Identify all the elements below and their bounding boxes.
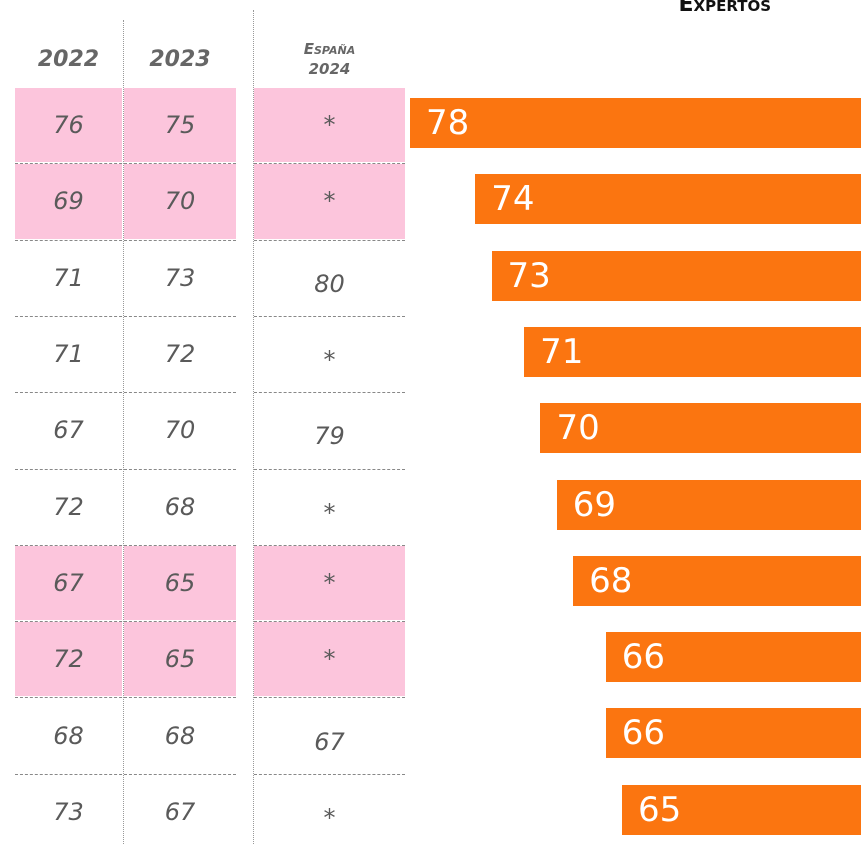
table-cell: * [254, 622, 405, 697]
table-cell: 68 [164, 492, 196, 521]
row-separator [15, 621, 236, 623]
bar: 66 [605, 708, 861, 759]
bar: 70 [540, 403, 861, 454]
table-cell: 70 [164, 416, 196, 445]
section-header: Expertos [678, 0, 772, 17]
row-separator [15, 239, 236, 241]
table-cell: 67 [164, 797, 196, 826]
row-separator [254, 544, 405, 546]
table-cell: 67 [314, 727, 345, 756]
bar: 68 [573, 555, 861, 606]
row-separator [15, 315, 236, 317]
bar: 65 [622, 784, 861, 835]
column-divider [253, 10, 254, 844]
row-separator [15, 392, 236, 394]
bar: 71 [524, 326, 861, 377]
table-cell: 65 [124, 545, 236, 621]
table-cell: 73 [53, 797, 84, 826]
table-cell: * [254, 545, 405, 621]
row-separator [254, 621, 405, 623]
table-cell: 65 [124, 622, 236, 697]
column-header: 2022 [37, 46, 100, 72]
table-cell: 68 [53, 721, 84, 750]
bar: 66 [605, 632, 861, 683]
table-cell: 75 [124, 88, 236, 163]
table-cell: * [323, 346, 336, 375]
table-cell: 67 [53, 416, 84, 445]
table-cell: * [254, 164, 405, 239]
table-cell: 80 [314, 269, 345, 298]
bar: 74 [475, 174, 861, 225]
row-separator [254, 392, 405, 394]
row-separator [254, 468, 405, 470]
table-cell: 79 [314, 422, 345, 451]
table-cell: * [323, 803, 336, 832]
bar: 73 [491, 250, 861, 301]
table-cell: 70 [124, 164, 236, 239]
row-separator [15, 697, 236, 699]
row-separator [254, 697, 405, 699]
row-separator [254, 163, 405, 165]
table-cell: * [254, 88, 405, 163]
row-separator [254, 773, 405, 775]
row-separator [15, 468, 236, 470]
row-separator [254, 315, 405, 317]
row-separator [254, 239, 405, 241]
table-cell: 67 [15, 545, 122, 621]
row-separator [15, 163, 236, 165]
table-cell: 71 [53, 340, 84, 369]
table-cell: 68 [164, 721, 196, 750]
table-cell: 69 [15, 164, 122, 239]
row-separator [15, 544, 236, 546]
table-cell: 72 [164, 340, 196, 369]
column-header: 2023 [149, 46, 211, 72]
column-header: España 2024 [303, 40, 356, 78]
table-cell: 72 [53, 492, 84, 521]
column-divider [123, 20, 124, 844]
table-cell: 73 [164, 263, 196, 292]
bar: 69 [556, 479, 861, 530]
table-cell: * [323, 498, 336, 527]
table-cell: 71 [53, 263, 84, 292]
bar: 78 [410, 98, 861, 148]
table-cell: 72 [15, 622, 122, 697]
table-cell: 76 [15, 88, 122, 163]
row-separator [15, 773, 236, 775]
